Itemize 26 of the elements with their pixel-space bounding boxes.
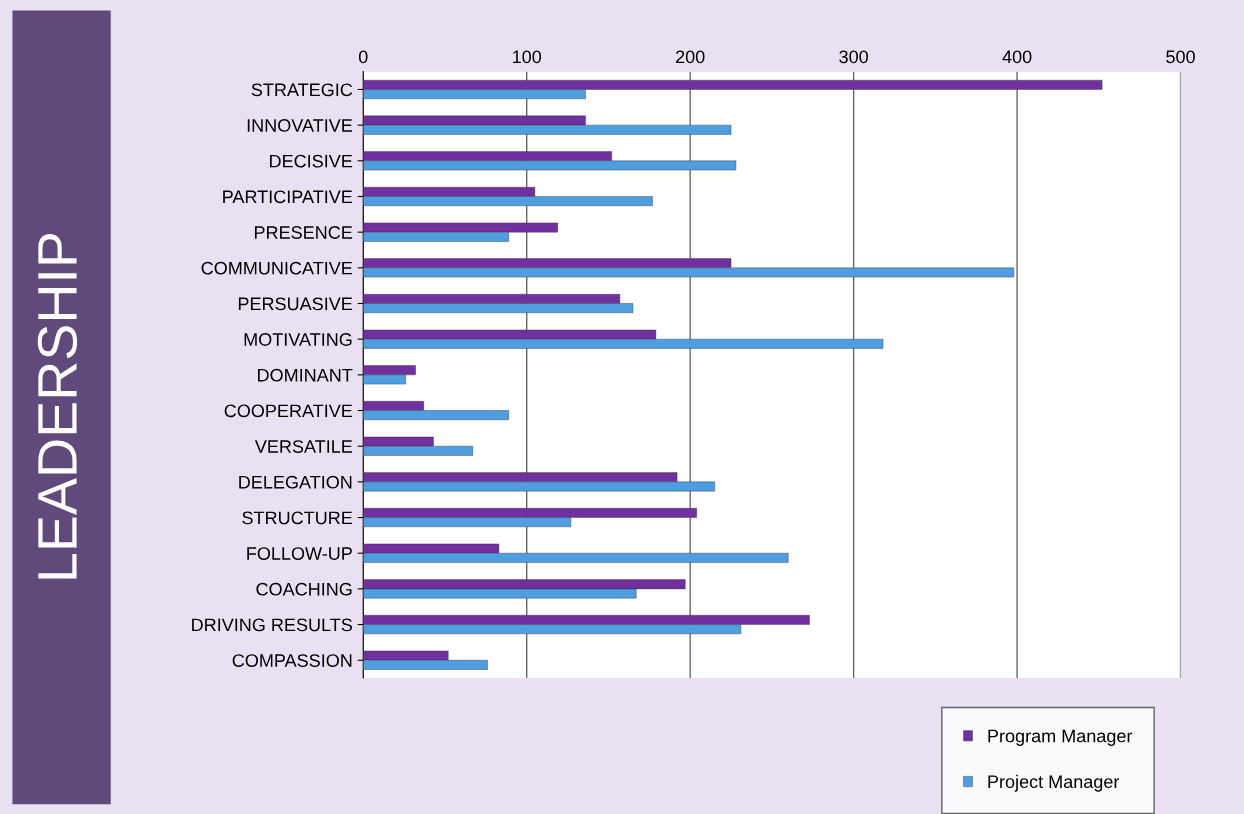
y-tick-label: DOMINANT bbox=[258, 368, 353, 382]
y-tick-label: MOTIVATING bbox=[244, 333, 352, 346]
y-tick-label: COMPASSION bbox=[232, 654, 352, 667]
y-tick-label: FOLLOW-UP bbox=[247, 547, 352, 560]
legend-label: Program Manager bbox=[988, 729, 1133, 746]
x-tick-label: 0 bbox=[358, 50, 368, 64]
x-tick-label: 400 bbox=[1002, 50, 1032, 64]
y-tick-label: DRIVING RESULTS bbox=[192, 618, 352, 632]
y-tick-label: DECISIVE bbox=[270, 154, 353, 168]
y-tick-label: COOPERATIVE bbox=[224, 404, 353, 418]
legend-label: Project Manager bbox=[988, 774, 1120, 792]
y-tick-label: COACHING bbox=[256, 582, 352, 596]
y-tick-label: PERSUASIVE bbox=[238, 297, 353, 311]
y-tick-label: PARTICIPATIVE bbox=[223, 190, 353, 204]
y-tick-label: STRATEGIC bbox=[251, 83, 353, 97]
y-tick-label: VERSATILE bbox=[254, 440, 353, 453]
y-tick-label: COMMUNICATIVE bbox=[201, 261, 353, 275]
x-tick-label: 300 bbox=[839, 50, 868, 64]
y-tick-label: INNOVATIVE bbox=[247, 119, 353, 132]
y-tick-label: PRESENCE bbox=[254, 226, 353, 239]
x-tick-label: 500 bbox=[1166, 50, 1195, 64]
x-tick-label: 200 bbox=[676, 50, 705, 64]
y-tick-label: STRUCTURE bbox=[242, 511, 353, 525]
text: LEADERSHIP bbox=[37, 233, 78, 579]
y-tick-label: DELEGATION bbox=[239, 475, 352, 489]
x-tick-label: 100 bbox=[513, 50, 542, 64]
